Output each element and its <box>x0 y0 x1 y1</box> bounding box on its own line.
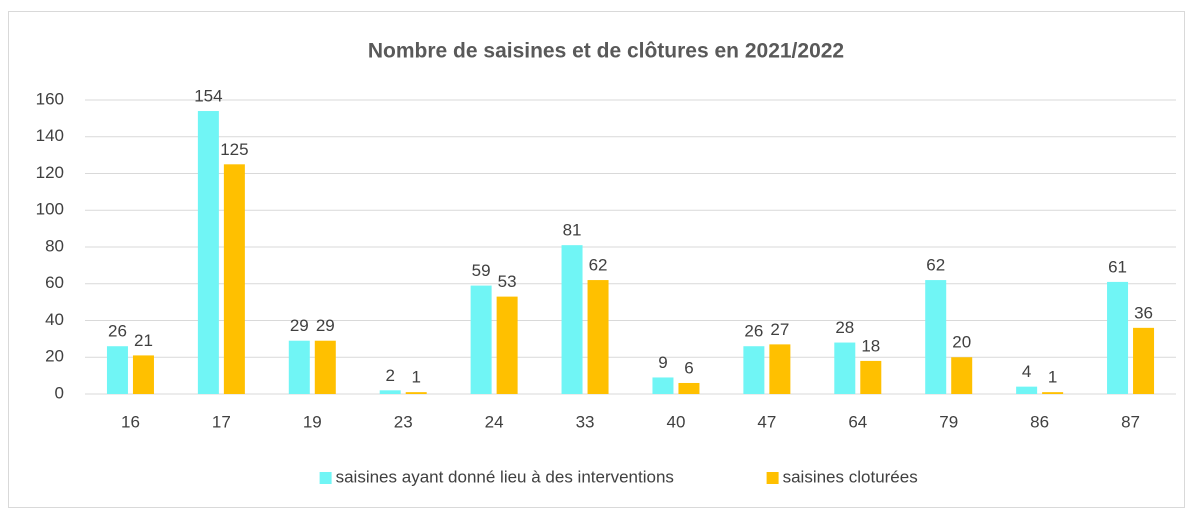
x-tick-label: 64 <box>848 412 867 431</box>
y-tick-label: 80 <box>45 236 64 255</box>
data-label: 61 <box>1108 257 1127 276</box>
legend-label: saisines cloturées <box>783 467 918 486</box>
bar <box>678 382 700 394</box>
bar <box>925 280 947 394</box>
bar <box>743 346 765 394</box>
data-label: 28 <box>835 318 854 337</box>
y-tick-label: 140 <box>36 126 64 145</box>
x-tick-label: 47 <box>757 412 776 431</box>
y-tick-label: 100 <box>36 200 64 219</box>
bar <box>496 296 518 394</box>
data-label: 6 <box>684 358 693 377</box>
bar <box>288 340 310 394</box>
bar <box>860 360 882 394</box>
x-tick-label: 79 <box>939 412 958 431</box>
x-tick-label: 86 <box>1030 412 1049 431</box>
bar <box>197 111 219 395</box>
data-label: 20 <box>952 333 971 352</box>
bar <box>1042 392 1064 394</box>
bar <box>106 346 128 394</box>
bar <box>1133 327 1155 394</box>
y-tick-label: 60 <box>45 273 64 292</box>
bar <box>1016 386 1038 394</box>
bar <box>470 285 492 394</box>
data-label: 26 <box>744 322 763 341</box>
x-tick-label: 87 <box>1121 412 1140 431</box>
data-label: 1 <box>411 368 420 387</box>
y-tick-label: 160 <box>36 89 64 108</box>
legend-label: saisines ayant donné lieu à des interven… <box>336 467 674 486</box>
bar <box>769 344 791 394</box>
bar <box>561 245 583 394</box>
data-label: 1 <box>1048 368 1057 387</box>
bar <box>834 342 856 394</box>
bar <box>951 357 973 394</box>
legend-swatch <box>319 472 332 484</box>
data-label: 62 <box>926 256 945 275</box>
y-tick-label: 40 <box>45 310 64 329</box>
data-label: 81 <box>563 221 582 240</box>
data-label: 29 <box>316 316 335 335</box>
data-label: 36 <box>1134 303 1153 322</box>
data-label: 9 <box>658 353 667 372</box>
data-label: 62 <box>589 256 608 275</box>
x-tick-label: 33 <box>576 412 595 431</box>
bar <box>405 392 427 394</box>
x-tick-label: 19 <box>303 412 322 431</box>
bar <box>587 280 609 394</box>
data-label: 59 <box>472 261 491 280</box>
data-label: 27 <box>770 320 789 339</box>
x-tick-label: 40 <box>666 412 685 431</box>
data-label: 18 <box>861 336 880 355</box>
x-tick-label: 23 <box>394 412 413 431</box>
y-tick-label: 20 <box>45 347 64 366</box>
legend-swatch <box>766 472 779 484</box>
y-tick-label: 0 <box>55 383 64 402</box>
data-label: 29 <box>290 316 309 335</box>
x-tick-label: 16 <box>121 412 140 431</box>
bar <box>314 340 336 394</box>
x-tick-label: 24 <box>485 412 504 431</box>
data-label: 21 <box>134 331 153 350</box>
bar <box>223 164 245 394</box>
data-label: 4 <box>1022 362 1031 381</box>
bar <box>1107 281 1129 394</box>
data-label: 26 <box>108 322 127 341</box>
chart-title: Nombre de saisines et de clôtures en 202… <box>368 40 844 63</box>
bar <box>652 377 674 394</box>
bar <box>132 355 154 394</box>
y-tick-label: 120 <box>36 163 64 182</box>
data-label: 154 <box>194 87 222 106</box>
data-label: 53 <box>498 272 517 291</box>
x-tick-label: 17 <box>212 412 231 431</box>
data-label: 125 <box>220 140 248 159</box>
bar <box>379 390 401 394</box>
data-label: 2 <box>385 366 394 385</box>
